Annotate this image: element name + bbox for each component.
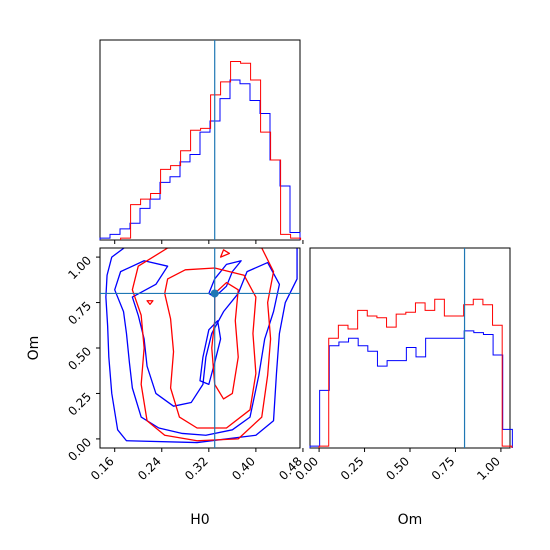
contour-blue-0 (105, 248, 298, 444)
contour-red-7 (146, 300, 154, 306)
scatter-truth-point (210, 289, 219, 298)
contour-red-6 (211, 281, 239, 400)
contour-blue-1 (114, 260, 281, 436)
scatter-xlabel: H0 (190, 512, 209, 528)
contour-blue-3 (199, 320, 222, 386)
hist-om-series-red (318, 298, 513, 448)
scatter-ylabel: Om (26, 336, 42, 361)
hist-om-series-blue (309, 330, 513, 448)
contour-red-4 (131, 248, 275, 442)
hist-h0-frame (99, 39, 301, 241)
hist-h0-series-blue (99, 79, 301, 240)
hist-h0-panel (99, 39, 304, 244)
hist-h0-series-red (120, 60, 302, 240)
contour-red-5 (164, 267, 257, 429)
contour-red-8 (219, 249, 231, 258)
hist-om-xlabel: Om (398, 512, 423, 528)
